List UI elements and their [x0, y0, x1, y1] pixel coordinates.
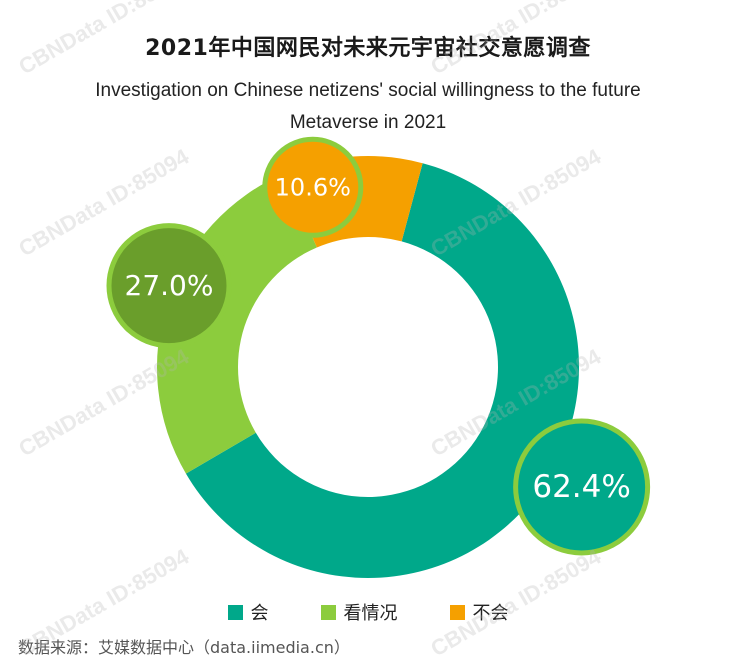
legend-swatch-1 — [320, 604, 336, 620]
subtitle-line-1: Investigation on Chinese netizens' socia… — [95, 80, 641, 101]
legend-swatch-0 — [227, 604, 243, 620]
data-source: 数据来源：艾媒数据中心（data.iimedia.cn） — [18, 638, 350, 657]
value-bubbles: 62.4% 27.0% 10.6% — [106, 136, 651, 556]
legend-item-0: 会 — [227, 599, 269, 625]
value-label-0: 62.4% — [532, 469, 630, 505]
value-label-1: 27.0% — [125, 269, 214, 302]
chart-title: 2021年中国网民对未来元宇宙社交意愿调查 — [145, 36, 591, 61]
legend-swatch-2 — [449, 604, 465, 620]
donut-slice-0 — [185, 163, 579, 579]
legend-label-0: 会 — [250, 603, 269, 624]
donut-slices — [156, 156, 579, 579]
value-bubble-0 — [513, 418, 651, 556]
legend-label-1: 看情况 — [343, 603, 398, 624]
legend: 会 看情况 不会 — [0, 598, 736, 626]
chart-subtitle: Investigation on Chinese netizens' socia… — [0, 75, 736, 139]
value-label-2: 10.6% — [275, 173, 351, 201]
value-bubble-2 — [262, 136, 364, 238]
value-bubble-1 — [106, 223, 232, 349]
legend-item-1: 看情况 — [320, 599, 398, 625]
legend-item-2: 不会 — [449, 599, 509, 625]
legend-label-2: 不会 — [472, 603, 509, 624]
subtitle-line-2: Metaverse in 2021 — [289, 112, 447, 133]
